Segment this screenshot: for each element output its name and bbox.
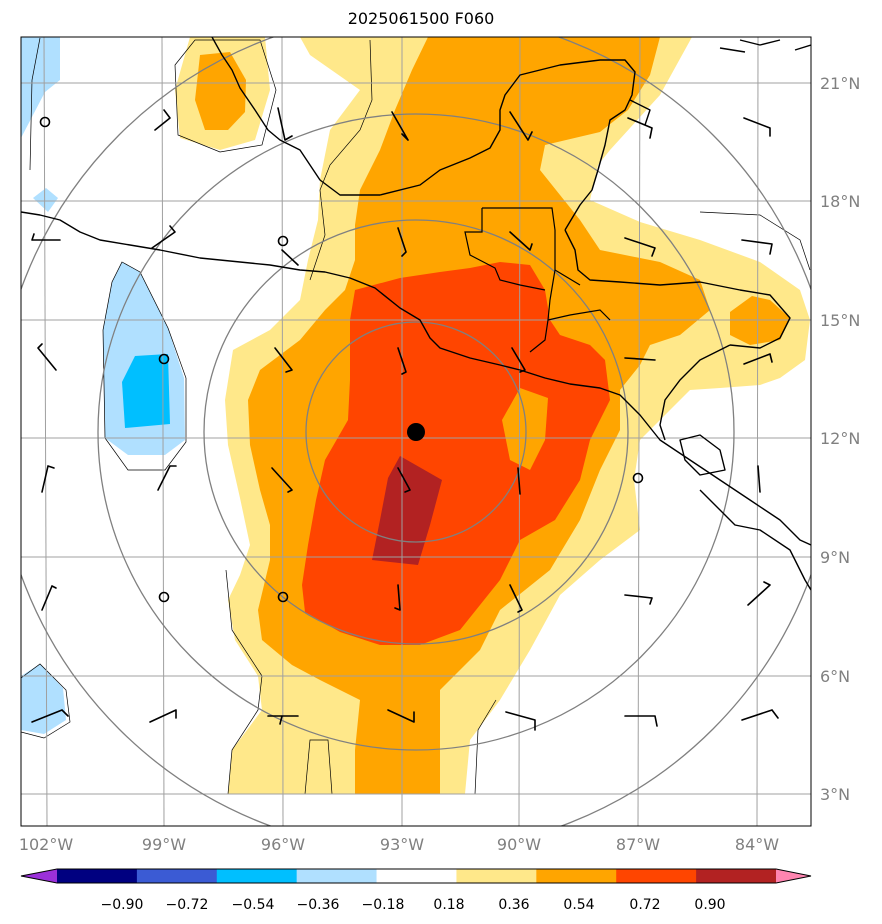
- colorbar-tick: 0.36: [498, 897, 529, 913]
- neg-anomaly-strong-west: [122, 354, 170, 428]
- lat-label: 6°N: [820, 667, 850, 686]
- lon-label: 93°W: [380, 835, 424, 854]
- colorbar-segment: [616, 869, 697, 883]
- colorbar-segment: [696, 869, 777, 883]
- colorbar-tick-labels: −0.90 −0.72 −0.54 −0.36 −0.18 0.18 0.36 …: [101, 897, 726, 913]
- colorbar-extend-min: [21, 869, 57, 883]
- latitude-labels: 3°N 6°N 9°N 12°N 15°N 18°N 21°N: [820, 74, 860, 804]
- colorbar-tick: −0.18: [362, 897, 405, 913]
- colorbar-tick: 0.72: [629, 897, 660, 913]
- lat-label: 18°N: [820, 192, 860, 211]
- wind-barbs: [31, 107, 779, 731]
- colorbar-tick: −0.36: [297, 897, 340, 913]
- colorbar-segment: [216, 869, 298, 883]
- lon-label: 90°W: [497, 835, 541, 854]
- pos-anomaly-level4-core: [372, 456, 442, 565]
- coastlines: [21, 37, 811, 591]
- colorbar-tick: 0.18: [433, 897, 464, 913]
- neg-anomaly-light-blob: [33, 188, 58, 212]
- lon-label: 84°W: [735, 835, 779, 854]
- colorbar-segment: [136, 869, 218, 883]
- lon-label: 87°W: [616, 835, 660, 854]
- colorbar-tick: −0.54: [232, 897, 275, 913]
- colorbar-segment: [57, 869, 138, 883]
- colorbar-extend-max: [776, 869, 811, 883]
- colorbar-segment: [536, 869, 617, 883]
- longitude-labels: 102°W 99°W 96°W 93°W 90°W 87°W 84°W: [19, 835, 779, 854]
- lat-label: 12°N: [820, 429, 860, 448]
- lon-label: 102°W: [19, 835, 74, 854]
- lon-label: 96°W: [261, 835, 305, 854]
- colorbar-tick: 0.90: [694, 897, 725, 913]
- colorbar-outline: [20, 868, 812, 884]
- colorbar: [20, 868, 812, 884]
- colorbar-segment: [376, 869, 457, 883]
- lon-label: 99°W: [142, 835, 186, 854]
- colorbar-segment: [456, 869, 537, 883]
- storm-center-marker: [407, 423, 425, 441]
- lat-label: 15°N: [820, 311, 860, 330]
- colorbar-tick: −0.72: [166, 897, 209, 913]
- colorbar-tick: 0.54: [563, 897, 594, 913]
- range-rings: [21, 37, 811, 826]
- neg-anomaly-light-nw: [21, 37, 60, 138]
- neg-anomaly-light-sw: [21, 664, 66, 734]
- colorbar-tick: −0.90: [101, 897, 144, 913]
- lat-label: 21°N: [820, 74, 860, 93]
- pos-anomaly-level2-notch: [502, 388, 548, 470]
- colorbar-segment: [296, 869, 378, 883]
- graticule-parallels: [21, 82, 811, 795]
- calm-wind-markers: [39, 116, 644, 603]
- borders: [464, 207, 611, 353]
- map-frame: [20, 36, 812, 827]
- contour-lines: [21, 37, 811, 795]
- lat-label: 3°N: [820, 785, 850, 804]
- graticule-meridians: [43, 37, 759, 826]
- lat-label: 9°N: [820, 548, 850, 567]
- map-title: 2025061500 F060: [347, 9, 495, 28]
